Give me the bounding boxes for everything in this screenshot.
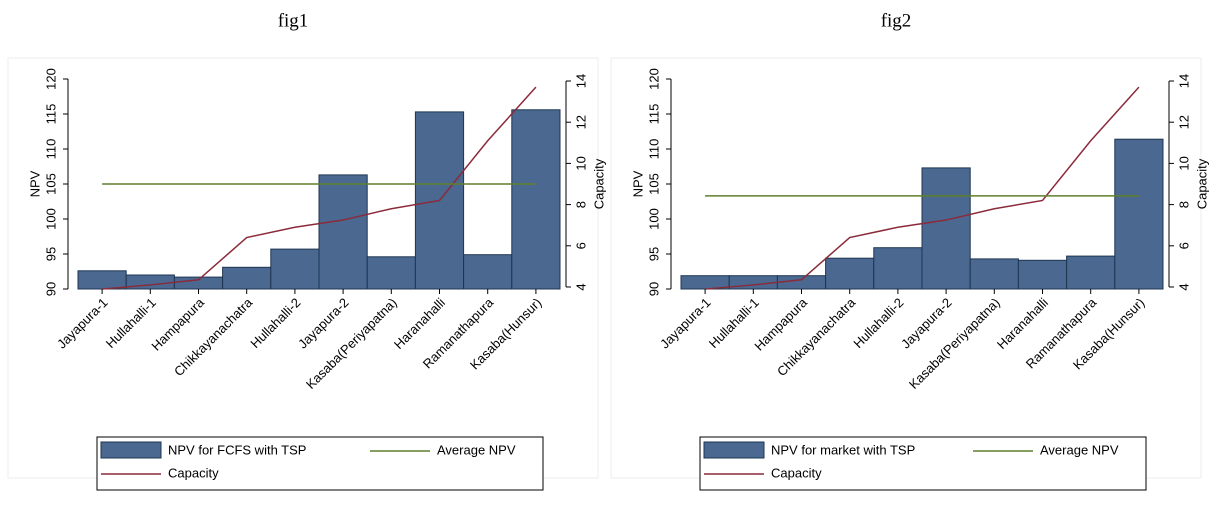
bar <box>776 275 827 290</box>
y2-tick-label: 14 <box>1176 74 1191 88</box>
y-tick-label: 90 <box>646 282 661 296</box>
y-tick-label: 105 <box>646 173 661 195</box>
bar <box>77 270 127 290</box>
chart: fig1 90 95 100 105 110 115 120 4 6 8 10 12 14 NPV Capac… <box>7 10 606 491</box>
x-tick-label: Hullahalli-2 <box>247 295 303 351</box>
bar <box>921 167 971 290</box>
y-tick-label: 95 <box>43 247 58 261</box>
bar <box>222 266 272 290</box>
legend-swatch <box>100 441 162 459</box>
x-tick-label: Hullahalli-2 <box>850 295 906 351</box>
bar <box>1114 138 1164 290</box>
y-tick-label: 115 <box>646 104 661 125</box>
y2-tick-label: 4 <box>1176 283 1191 290</box>
bar <box>1066 255 1116 290</box>
y2-tick-label: 10 <box>1176 156 1191 170</box>
y-tick-label: 120 <box>646 68 661 90</box>
x-tick-label: Kasaba(Periyapatna) <box>906 295 1003 392</box>
legend-label: Capacity <box>771 465 822 480</box>
bar <box>511 109 561 290</box>
bar <box>873 247 923 290</box>
legend-box <box>96 436 544 491</box>
legend-label: Average NPV <box>1040 442 1119 457</box>
legend-label: NPV for market with TSP <box>771 442 915 457</box>
bar <box>1017 259 1068 290</box>
bar <box>318 174 368 290</box>
y2-tick-label: 8 <box>573 201 588 208</box>
y2-tick-label: 8 <box>1176 201 1191 208</box>
legend-box <box>699 436 1147 491</box>
bar <box>969 258 1019 290</box>
y2-tick-label: 14 <box>573 74 588 88</box>
bar <box>366 256 416 290</box>
y2-axis-label: Capacity <box>1194 158 1209 209</box>
x-tick-label: Kasaba(Periyapatna) <box>303 295 400 392</box>
y-tick-label: 110 <box>646 139 661 160</box>
chart: fig2 90 95 100 105 110 115 120 4 6 8 10 12 14 NPV Capac… <box>610 10 1209 491</box>
y2-tick-label: 12 <box>573 115 588 129</box>
y2-tick-label: 6 <box>573 242 588 249</box>
capacity-line <box>705 86 1140 290</box>
legend-swatch <box>703 441 765 459</box>
y2-tick-label: 4 <box>573 283 588 290</box>
y-axis-label: NPV <box>27 170 42 197</box>
y-tick-label: 90 <box>43 282 58 296</box>
x-tick-label: Jayapura-1 <box>54 295 111 352</box>
y2-axis-label: Capacity <box>591 158 606 209</box>
chart-title: fig2 <box>881 10 912 31</box>
y-tick-label: 115 <box>43 104 58 125</box>
y2-tick-label: 12 <box>1176 115 1191 129</box>
y-axis-label: NPV <box>630 170 645 197</box>
bar <box>825 257 875 290</box>
x-tick-label: Jayapura-1 <box>657 295 714 352</box>
y-tick-label: 110 <box>43 139 58 160</box>
capacity-line <box>102 86 537 290</box>
y-tick-label: 100 <box>43 208 58 230</box>
bar <box>463 254 513 290</box>
chart-title: fig1 <box>278 10 309 31</box>
y2-tick-label: 6 <box>1176 242 1191 249</box>
legend-label: Average NPV <box>437 442 516 457</box>
y-tick-label: 120 <box>43 68 58 90</box>
y-tick-label: 100 <box>646 208 661 230</box>
y-tick-label: 105 <box>43 173 58 195</box>
legend-label: Capacity <box>168 465 219 480</box>
y2-tick-label: 10 <box>573 156 588 170</box>
bar <box>270 248 320 290</box>
legend-label: NPV for FCFS with TSP <box>168 442 306 457</box>
y-tick-label: 95 <box>646 247 661 261</box>
